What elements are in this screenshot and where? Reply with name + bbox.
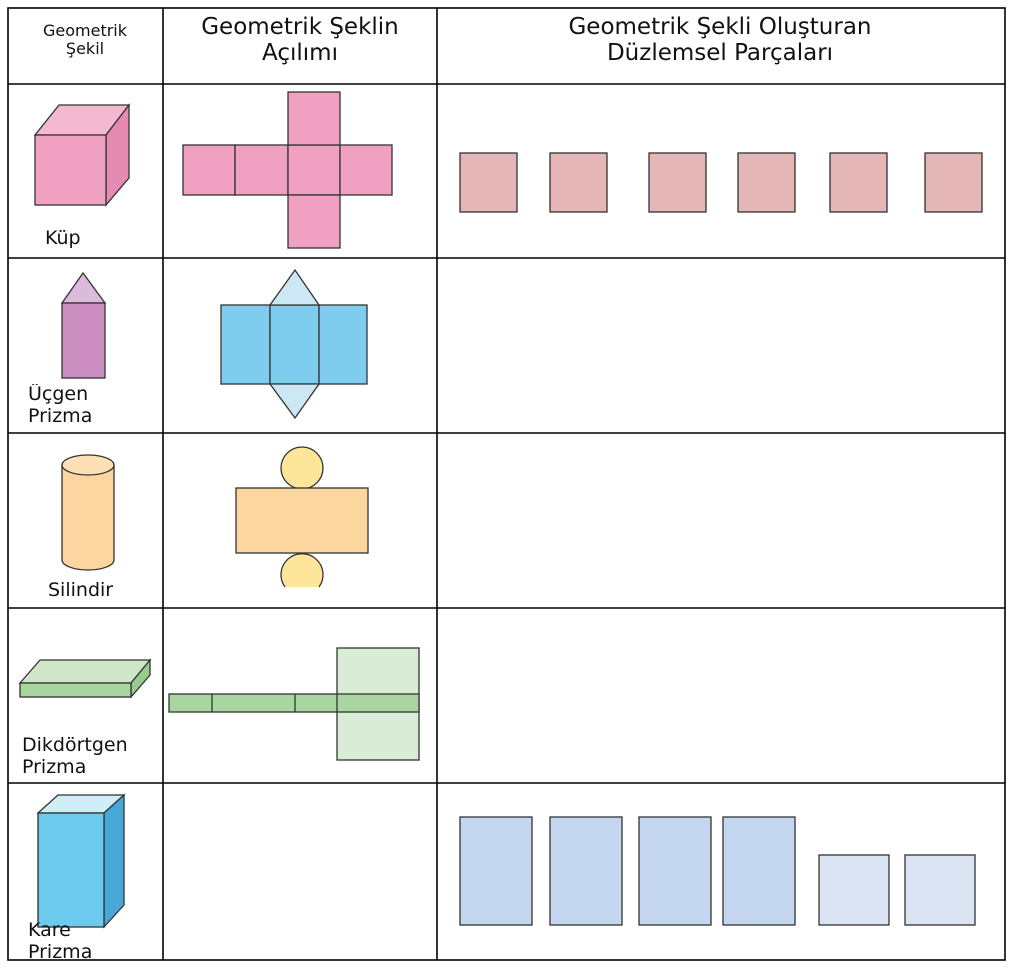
shape-label: Dikdörtgen Prizma xyxy=(22,735,128,778)
rectangular-prism xyxy=(18,658,152,699)
cube-net xyxy=(182,91,393,249)
shape-label: Kare Prizma xyxy=(28,920,93,960)
table-grid xyxy=(7,7,1006,961)
cube-pieces xyxy=(459,152,983,213)
header-cell: Geometrik Şeklin Açılımı xyxy=(201,14,399,67)
rectangular-prism-net xyxy=(168,647,420,761)
triangular-prism xyxy=(60,271,107,379)
header-cell: Geometrik Şekli Oluşturan Düzlemsel Parç… xyxy=(568,14,872,67)
cube xyxy=(33,103,131,207)
shape-label: Üçgen Prizma xyxy=(28,384,93,427)
square-prism-pieces xyxy=(459,816,976,926)
cylinder xyxy=(61,454,115,571)
header-cell: Geometrik Şekil xyxy=(42,22,128,59)
triangular-prism-net xyxy=(220,268,368,420)
cylinder-net xyxy=(235,446,369,588)
shape-label: Küp xyxy=(45,228,81,249)
shape-label: Silindir xyxy=(48,580,114,601)
square-prism xyxy=(36,793,126,929)
